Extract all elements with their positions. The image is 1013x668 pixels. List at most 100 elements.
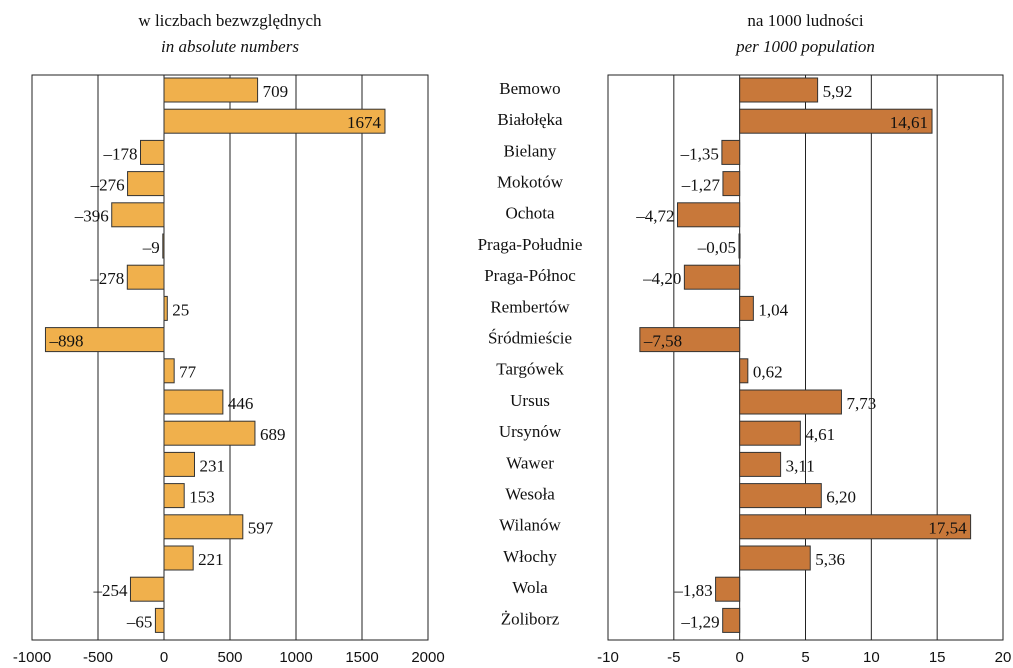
category-label: Włochy — [503, 547, 557, 566]
x-tick-label: -500 — [83, 649, 113, 666]
bar — [163, 420, 256, 446]
x-tick-label: -1000 — [13, 649, 51, 666]
x-tick-label: 0 — [160, 649, 168, 666]
bar — [129, 576, 165, 602]
value-label: –1,27 — [681, 176, 721, 195]
category-label: Praga-Północ — [484, 266, 576, 285]
x-tick-label: 20 — [995, 649, 1012, 666]
bar — [111, 202, 165, 228]
x-tick-label: 1500 — [345, 649, 378, 666]
value-label: –0,05 — [697, 238, 736, 257]
category-label: Ochota — [505, 204, 555, 223]
bar — [163, 389, 224, 415]
value-label: –65 — [126, 612, 153, 631]
category-label: Mokotów — [497, 173, 564, 192]
chart-subtitle: in absolute numbers — [161, 37, 299, 56]
bar — [163, 358, 175, 384]
category-label: Wilanów — [499, 516, 561, 535]
bar — [140, 139, 165, 165]
value-label: 17,54 — [928, 519, 967, 538]
chart-subtitle: per 1000 population — [735, 37, 875, 56]
x-tick-label: -5 — [667, 649, 680, 666]
value-label: 5,36 — [815, 550, 845, 569]
category-label: Ursynów — [499, 422, 562, 441]
bar — [127, 171, 165, 197]
value-label: –898 — [48, 332, 83, 351]
bar — [739, 358, 749, 384]
value-label: –7,58 — [643, 332, 682, 351]
bar — [163, 295, 168, 321]
bar — [163, 545, 194, 571]
value-label: 0,62 — [753, 363, 783, 382]
chart-title: w liczbach bezwzględnych — [138, 11, 322, 30]
value-label: 1674 — [347, 113, 382, 132]
bar — [163, 108, 386, 134]
value-label: 25 — [172, 300, 189, 319]
value-label: –276 — [90, 176, 125, 195]
category-label: Białołęka — [497, 110, 563, 129]
plot-frame — [31, 74, 429, 641]
bar — [677, 202, 741, 228]
bar — [162, 233, 165, 259]
chart-title: na 1000 ludności — [747, 11, 863, 30]
bar — [738, 233, 741, 259]
value-label: –254 — [92, 581, 128, 600]
value-label: –278 — [89, 269, 124, 288]
value-label: 709 — [263, 82, 289, 101]
value-label: –396 — [74, 207, 109, 226]
value-label: 231 — [199, 456, 225, 475]
category-label: Wola — [512, 578, 548, 597]
value-label: 77 — [179, 363, 197, 382]
category-label: Praga-Południe — [478, 235, 583, 254]
bar — [722, 171, 741, 197]
bar — [154, 607, 165, 633]
value-label: 14,61 — [890, 113, 928, 132]
bar — [639, 327, 741, 353]
bar — [126, 264, 165, 290]
category-label: Targówek — [496, 360, 564, 379]
category-label: Wawer — [506, 453, 554, 472]
bar — [715, 576, 741, 602]
bar — [739, 295, 754, 321]
category-label: Bemowo — [499, 79, 560, 98]
category-label: Śródmieście — [488, 329, 572, 348]
category-label: Rembertów — [490, 297, 570, 316]
value-label: –178 — [103, 144, 138, 163]
x-tick-label: 15 — [929, 649, 946, 666]
bar — [739, 420, 801, 446]
x-tick-label: 500 — [217, 649, 242, 666]
value-label: 5,92 — [823, 82, 853, 101]
bar — [163, 77, 259, 103]
x-tick-label: 10 — [863, 649, 880, 666]
value-label: 597 — [248, 519, 274, 538]
value-label: –4,72 — [635, 207, 674, 226]
x-tick-label: 0 — [735, 649, 743, 666]
category-label: Ursus — [510, 391, 550, 410]
value-label: 3,11 — [786, 456, 815, 475]
bar — [739, 514, 972, 540]
bar — [739, 77, 819, 103]
value-label: –1,29 — [680, 612, 719, 631]
value-label: –1,35 — [680, 144, 719, 163]
bar — [739, 389, 842, 415]
x-tick-label: 2000 — [411, 649, 444, 666]
bar — [739, 483, 822, 509]
bar — [683, 264, 741, 290]
value-label: 1,04 — [758, 300, 788, 319]
value-label: –4,20 — [642, 269, 681, 288]
bar — [44, 327, 165, 353]
value-label: 153 — [189, 488, 215, 507]
bar — [163, 483, 185, 509]
x-tick-label: 5 — [801, 649, 809, 666]
value-label: 6,20 — [826, 488, 856, 507]
value-label: –1,83 — [673, 581, 712, 600]
value-label: 7,73 — [846, 394, 876, 413]
category-label: Żoliborz — [501, 609, 560, 628]
category-label: Wesoła — [505, 485, 555, 504]
value-label: –9 — [142, 238, 160, 257]
plot-frame — [607, 74, 1004, 641]
x-tick-label: -10 — [597, 649, 619, 666]
value-label: 4,61 — [805, 425, 835, 444]
bar — [163, 514, 244, 540]
